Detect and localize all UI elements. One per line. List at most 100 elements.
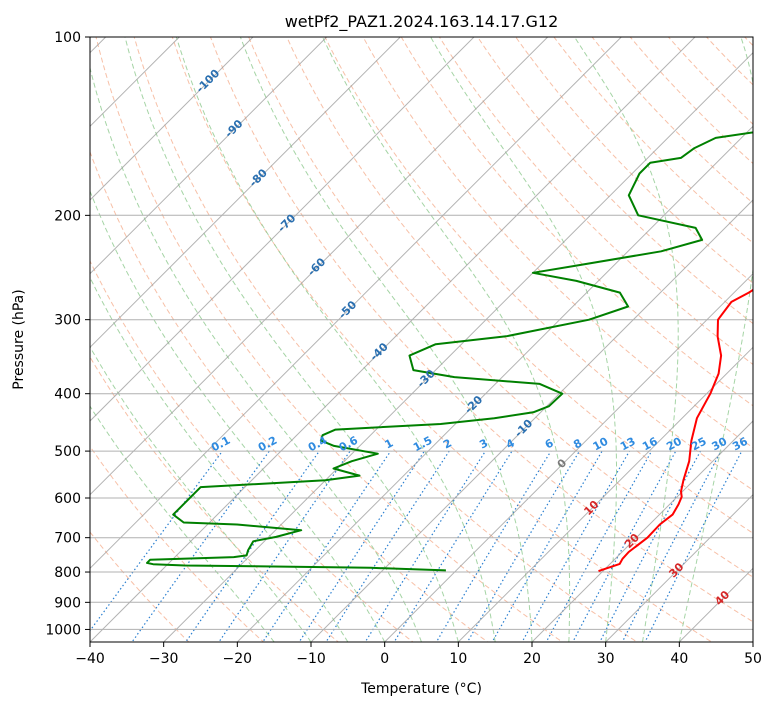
mixing-ratio-line [325, 450, 450, 642]
moist-adiabat-line [573, 37, 679, 642]
moist-adiabat-line [90, 345, 312, 642]
plot-frame [89, 36, 754, 643]
isotherm-line [531, 420, 753, 642]
isotherm-line [605, 493, 753, 642]
y-tick-label: 500 [54, 444, 81, 460]
moist-adiabat-line [90, 405, 275, 642]
moist-adiabat-line [90, 189, 386, 642]
y-tick-label: 100 [54, 30, 81, 46]
mixing-ratio-label: 6 [543, 436, 556, 451]
isotherm-line [90, 37, 254, 201]
background-lines [90, 24, 775, 654]
y-tick-label: 200 [54, 208, 81, 224]
dry-adiabat-line [90, 259, 414, 642]
dry-adiabat-line [248, 37, 753, 578]
line-labels: 0.1 0.2 0.4 0.6 1 1.5 2 3 4 6 8 10 13 16 20 25 30 36-100-… [194, 67, 751, 609]
dewpoint-line [146, 131, 753, 572]
x-tick-label: −20 [223, 651, 253, 667]
grid-lines [90, 37, 753, 642]
dry-adiabat-line [324, 37, 753, 491]
dry-adiabat-line [90, 531, 190, 642]
dry-adiabat-line [171, 37, 713, 642]
y-tick-label: 400 [54, 387, 81, 403]
x-tick-label: −30 [149, 651, 179, 667]
x-tick-label: −10 [296, 651, 326, 667]
moist-adiabat-line [321, 37, 571, 642]
isotherm-line [163, 51, 753, 642]
moist-adiabat-line [124, 37, 459, 642]
y-tick-label: 800 [54, 565, 81, 581]
y-axis-ticks: 100 200 300 400 500 600 700 800 900 1000 [45, 30, 90, 638]
dry-adiabat-line [95, 37, 564, 642]
dry-adiabat-line [90, 150, 489, 642]
mixing-ratio-line [599, 450, 702, 642]
isotherm-line [384, 272, 753, 642]
dry-adiabat-line [744, 37, 753, 47]
series-layer [146, 131, 753, 573]
moist-adiabat-line [175, 37, 496, 642]
y-tick-label: 700 [54, 531, 81, 547]
x-tick-label: 30 [597, 651, 615, 667]
isotherm-label: -10 [512, 416, 535, 439]
isotherm-line [457, 346, 753, 642]
isotherm-label: -90 [222, 117, 245, 140]
x-tick-label: 50 [744, 651, 762, 667]
isotherm-label: -40 [368, 340, 391, 363]
dry-adiabat-line [209, 37, 753, 623]
isotherm-label: 10 [581, 498, 601, 518]
x-axis-label: Temperature (°C) [360, 681, 482, 697]
dry-adiabat-line [90, 445, 265, 642]
x-tick-label: 20 [523, 651, 541, 667]
dry-adiabat-line [515, 37, 753, 284]
mixing-ratio-line [393, 450, 513, 642]
x-tick-label: −40 [75, 651, 105, 667]
mixing-ratio-label: 10 [591, 435, 611, 454]
mixing-ratio-label: 4 [504, 436, 517, 451]
isotherm-label: -20 [462, 393, 485, 416]
isotherm-line [90, 37, 401, 349]
isotherm-label: -50 [336, 298, 359, 321]
mixing-ratio-line [545, 450, 653, 642]
moist-adiabat-line [239, 37, 533, 642]
mixing-ratio-label: 36 [730, 435, 750, 454]
isotherm-line [90, 37, 622, 570]
y-axis-label: Pressure (hPa) [11, 289, 27, 389]
temperature-line [598, 288, 753, 573]
dry-adiabat-line [667, 37, 753, 125]
y-tick-label: 1000 [45, 622, 81, 638]
dry-adiabat-line [286, 37, 753, 534]
x-tick-label: 0 [380, 651, 389, 667]
mixing-ratio-label: 25 [689, 435, 709, 454]
isotherm-label: 20 [622, 531, 642, 551]
dry-adiabat-line [400, 37, 753, 407]
mixing-ratio-label: 20 [664, 435, 684, 454]
dry-adiabat-line [362, 37, 753, 449]
dry-adiabat-line [133, 37, 638, 642]
y-tick-label: 600 [54, 491, 81, 507]
mixing-ratio-label: 13 [618, 435, 638, 454]
isotherm-label: -60 [305, 255, 328, 278]
mixing-ratio-label: 2 [441, 436, 454, 451]
isotherm-line [678, 567, 753, 642]
y-tick-label: 900 [54, 595, 81, 611]
y-tick-label: 300 [54, 313, 81, 329]
chart-title: wetPf2_PAZ1.2024.163.14.17.G12 [285, 12, 559, 32]
isotherm-line [90, 37, 549, 496]
x-tick-label: 40 [670, 651, 688, 667]
x-tick-label: 10 [449, 651, 467, 667]
mixing-ratio-line [644, 450, 743, 642]
mixing-ratio-line [262, 450, 392, 642]
isotherm-label: -100 [194, 67, 223, 96]
moist-adiabat-line [678, 37, 753, 642]
isotherm-line [236, 125, 753, 642]
isotherm-label: 40 [712, 588, 732, 608]
moist-adiabat-line [430, 37, 617, 642]
isotherm-line [310, 199, 753, 642]
isotherm-line [90, 37, 475, 422]
dry-adiabat-line [770, 24, 775, 654]
dry-adiabat-line [705, 37, 753, 86]
isotherm-line [90, 37, 328, 275]
dry-adiabat-line [553, 37, 753, 244]
isotherm-line [752, 641, 753, 642]
